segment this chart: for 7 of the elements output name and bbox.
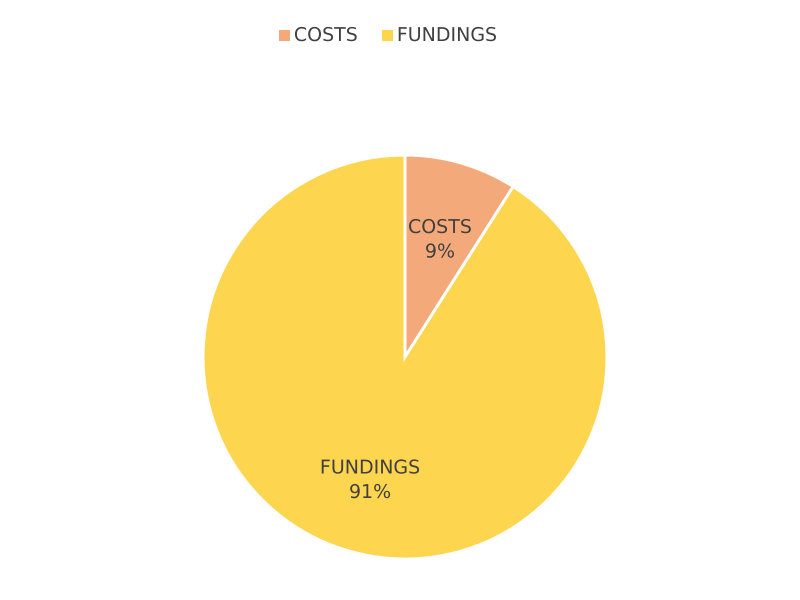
- pie-slice: [202, 154, 608, 560]
- legend-label: FUNDINGS: [396, 24, 498, 46]
- slice-label: FUNDINGS: [320, 456, 420, 478]
- data-label: 9%: [424, 240, 456, 263]
- legend-label: COSTS: [294, 24, 358, 46]
- slice-label: COSTS: [408, 216, 472, 238]
- data-label: 91%: [348, 481, 392, 504]
